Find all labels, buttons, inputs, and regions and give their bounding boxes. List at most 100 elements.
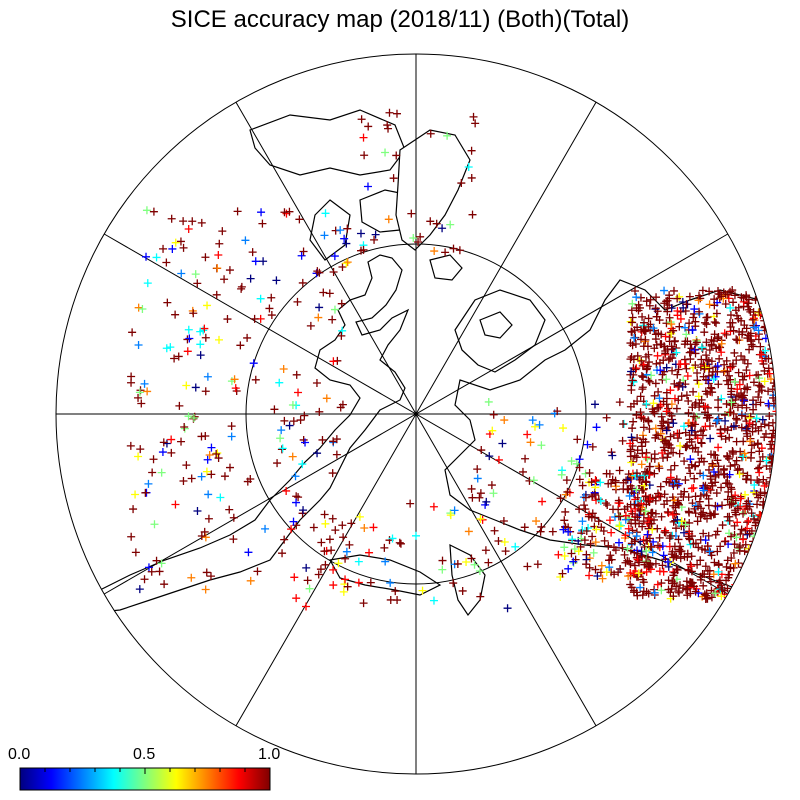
accuracy-marker: [643, 362, 652, 371]
accuracy-marker: [590, 513, 599, 522]
accuracy-marker: [590, 400, 599, 409]
accuracy-marker: [685, 348, 694, 357]
accuracy-marker: [640, 327, 649, 336]
accuracy-marker: [733, 589, 742, 598]
accuracy-marker: [658, 454, 667, 463]
accuracy-marker: [642, 587, 651, 596]
accuracy-marker: [740, 372, 749, 381]
accuracy-marker: [327, 546, 336, 555]
accuracy-marker: [689, 412, 698, 421]
accuracy-marker: [682, 585, 691, 594]
accuracy-marker: [289, 417, 298, 426]
accuracy-marker: [690, 474, 699, 483]
accuracy-marker: [736, 447, 745, 456]
accuracy-marker: [627, 353, 636, 362]
accuracy-marker: [765, 553, 774, 562]
accuracy-marker: [714, 443, 723, 452]
accuracy-marker: [769, 534, 776, 543]
accuracy-marker: [134, 393, 143, 402]
accuracy-marker: [292, 498, 301, 507]
accuracy-marker: [360, 151, 369, 160]
accuracy-marker: [187, 474, 196, 483]
accuracy-marker: [576, 542, 585, 551]
accuracy-marker: [730, 377, 739, 386]
accuracy-marker: [179, 243, 188, 252]
accuracy-marker: [243, 333, 252, 342]
accuracy-marker: [691, 539, 700, 548]
accuracy-marker: [710, 301, 719, 310]
accuracy-marker: [763, 570, 772, 579]
accuracy-marker: [725, 433, 734, 442]
accuracy-marker: [276, 434, 285, 443]
accuracy-marker: [650, 469, 659, 478]
coastline-chukotka: [329, 554, 442, 596]
accuracy-marker: [489, 410, 498, 419]
accuracy-marker: [658, 561, 667, 570]
accuracy-marker: [723, 367, 732, 376]
accuracy-marker: [687, 562, 696, 571]
accuracy-marker: [248, 248, 257, 257]
accuracy-marker: [273, 459, 282, 468]
accuracy-marker: [747, 441, 756, 450]
accuracy-marker: [651, 509, 660, 518]
accuracy-marker: [638, 522, 647, 531]
accuracy-marker: [229, 535, 238, 544]
accuracy-marker: [748, 315, 757, 324]
accuracy-marker: [143, 387, 152, 396]
accuracy-marker: [630, 286, 639, 295]
accuracy-marker: [695, 307, 704, 316]
accuracy-marker: [246, 274, 255, 283]
accuracy-marker: [723, 290, 732, 299]
accuracy-marker: [223, 315, 232, 324]
accuracy-marker: [707, 593, 716, 602]
accuracy-marker: [759, 288, 768, 297]
accuracy-marker: [766, 562, 775, 571]
accuracy-marker: [772, 517, 776, 526]
accuracy-marker: [683, 441, 692, 450]
accuracy-marker: [654, 387, 663, 396]
accuracy-marker: [695, 291, 704, 300]
accuracy-marker: [197, 472, 206, 481]
accuracy-marker: [749, 378, 758, 387]
accuracy-marker: [293, 297, 302, 306]
accuracy-marker: [755, 559, 764, 568]
accuracy-marker: [665, 337, 674, 346]
accuracy-marker: [726, 311, 735, 320]
accuracy-marker: [701, 363, 710, 372]
accuracy-marker: [317, 538, 326, 547]
accuracy-marker: [654, 403, 663, 412]
accuracy-marker: [184, 224, 193, 233]
accuracy-marker: [152, 556, 161, 565]
accuracy-marker: [754, 478, 763, 487]
accuracy-marker: [669, 448, 678, 457]
accuracy-marker: [707, 341, 716, 350]
accuracy-marker: [668, 354, 677, 363]
accuracy-marker: [738, 393, 747, 402]
accuracy-marker: [511, 542, 520, 551]
accuracy-marker: [628, 376, 637, 385]
accuracy-marker: [639, 435, 648, 444]
accuracy-marker: [280, 535, 289, 544]
accuracy-marker: [298, 460, 307, 469]
accuracy-marker: [756, 457, 765, 466]
accuracy-marker: [650, 588, 659, 597]
accuracy-marker: [575, 463, 584, 472]
accuracy-marker: [642, 567, 651, 576]
accuracy-marker: [537, 441, 546, 450]
accuracy-marker: [341, 575, 350, 584]
accuracy-marker: [596, 478, 605, 487]
accuracy-marker: [270, 405, 279, 414]
accuracy-marker: [328, 514, 337, 523]
accuracy-marker: [663, 557, 672, 566]
accuracy-marker: [739, 535, 748, 544]
accuracy-marker: [726, 375, 735, 384]
accuracy-marker: [277, 426, 286, 435]
accuracy-marker: [626, 317, 635, 326]
accuracy-marker: [645, 377, 654, 386]
accuracy-marker: [564, 564, 573, 573]
accuracy-marker: [744, 299, 753, 308]
accuracy-marker: [314, 313, 323, 322]
accuracy-marker: [464, 527, 473, 536]
accuracy-marker: [725, 470, 734, 479]
accuracy-marker: [371, 230, 380, 239]
